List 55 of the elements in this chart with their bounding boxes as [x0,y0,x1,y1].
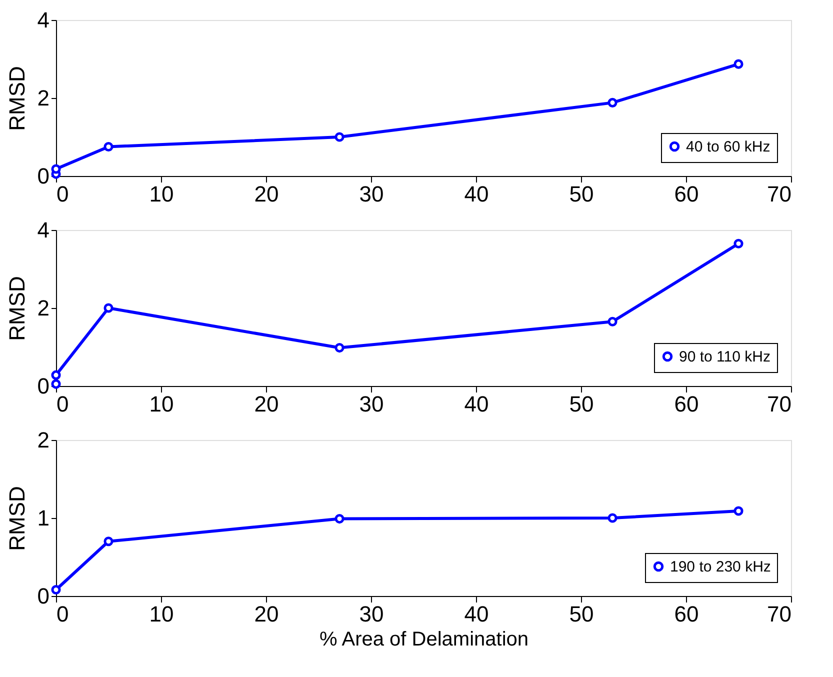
x-tick-label: 0 [56,182,69,206]
x-tick-label: 60 [674,182,699,206]
y-tick-label: 2 [37,296,50,320]
y-tick-label: 4 [37,218,50,242]
x-tick-label: 10 [149,602,174,626]
x-tick-label: 20 [254,182,279,206]
y-tick-label: 0 [37,374,50,398]
x-tick-label: 0 [56,602,69,626]
y-tick-label: 0 [37,584,50,608]
point [104,142,114,152]
point [334,132,344,142]
x-tick-label: 70 [767,392,792,416]
x-tick-label: 20 [254,392,279,416]
point [734,59,744,69]
x-tick-label: 50 [569,182,594,206]
x-tick-label: 30 [359,182,384,206]
x-tick-label: 20 [254,602,279,626]
x-tick-label: 30 [359,392,384,416]
x-tick-label: 10 [149,182,174,206]
point [104,536,114,546]
x-tick-label: 10 [149,392,174,416]
y-tick-label: 2 [37,428,50,452]
x-tick-label: 40 [464,182,489,206]
point [734,238,744,248]
point [51,164,61,174]
y-axis-title: RMSD [4,66,30,131]
x-axis-title: % Area of Delamination [319,628,529,650]
x-tick-label: 60 [674,602,699,626]
y-axis-title: RMSD [4,486,30,551]
point [334,343,344,353]
point [608,316,618,326]
point [734,506,744,516]
point [608,513,618,523]
y-tick-label: 2 [37,86,50,110]
point [608,98,618,108]
x-tick-label: 60 [674,392,699,416]
x-tick-label: 40 [464,602,489,626]
point [104,303,114,313]
x-tick-label: 70 [767,602,792,626]
point [51,370,61,380]
x-tick-label: 50 [569,602,594,626]
y-tick-label: 0 [37,164,50,188]
y-axis-title: RMSD [4,276,30,341]
x-tick-label: 50 [569,392,594,416]
legend-label: 40 to 60 kHz [686,138,770,156]
x-tick-label: 30 [359,602,384,626]
point [51,584,61,595]
legend-label: 190 to 230 kHz [670,558,771,576]
y-tick-label: 1 [37,506,50,530]
x-tick-label: 70 [767,182,792,206]
y-tick-label: 4 [37,8,50,32]
x-tick-label: 0 [56,392,69,416]
point [334,514,344,524]
x-tick-label: 40 [464,392,489,416]
legend-label: 90 to 110 kHz [679,348,770,366]
